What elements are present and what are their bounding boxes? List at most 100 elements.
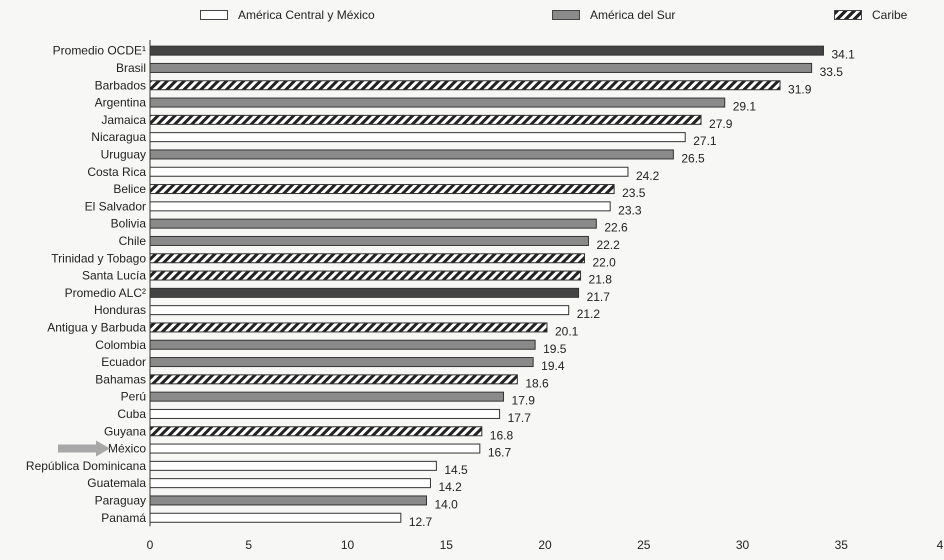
bar-caribe: [149, 374, 518, 385]
bar-sur: [149, 339, 536, 350]
category-label: México: [108, 442, 146, 456]
value-label: 21.8: [589, 273, 613, 287]
x-tick-label: 4: [937, 538, 944, 552]
x-tick-label: 15: [440, 538, 454, 552]
bar-sur: [149, 391, 505, 402]
category-label: Nicaragua: [91, 130, 146, 144]
value-label: 21.7: [587, 290, 611, 304]
value-label: 27.9: [709, 117, 733, 131]
legend-swatch-central: [200, 10, 228, 20]
bars: Promedio OCDE¹ 34.1 Brasil 33.5 Barbados 31.9…: [26, 44, 855, 529]
value-label: 17.9: [512, 394, 536, 408]
category-label: Promedio ALC²: [65, 286, 146, 300]
category-label: Cuba: [117, 407, 146, 421]
category-label: Guyana: [104, 424, 146, 438]
bar-sur: [149, 235, 589, 246]
value-label: 23.5: [622, 186, 646, 200]
bar-caribe: [149, 253, 585, 264]
bar-central: [149, 443, 481, 454]
category-label: Paraguay: [95, 493, 146, 507]
bar-central: [149, 460, 437, 471]
value-label: 21.2: [577, 307, 601, 321]
category-label: Argentina: [95, 96, 147, 110]
category-label: Barbados: [95, 78, 146, 92]
bar-caribe: [149, 322, 548, 333]
category-label: Bolivia: [111, 217, 147, 231]
category-label: República Dominicana: [26, 459, 146, 473]
bar-sur: [149, 495, 427, 506]
bar-caribe: [149, 270, 582, 281]
category-label: Ecuador: [101, 355, 146, 369]
bar-caribe: [149, 426, 483, 437]
category-label: Jamaica: [101, 113, 146, 127]
highlight-arrow-icon: [58, 440, 110, 457]
bar-central: [149, 512, 402, 523]
category-label: Antigua y Barbuda: [47, 320, 146, 334]
value-label: 16.7: [488, 446, 512, 460]
legend-label-central: América Central y México: [238, 8, 375, 22]
value-label: 24.2: [636, 169, 660, 183]
bar-promedio: [149, 45, 824, 56]
bar-caribe: [149, 114, 702, 125]
bar-central: [149, 201, 611, 212]
bar-central: [149, 132, 686, 143]
value-label: 18.6: [525, 376, 549, 390]
value-label: 22.0: [593, 255, 617, 269]
bar-caribe: [149, 80, 781, 91]
category-label: Costa Rica: [87, 165, 146, 179]
category-label: Bahamas: [95, 372, 146, 386]
x-tick-label: 0: [147, 538, 154, 552]
bar-central: [149, 408, 501, 419]
category-label: Santa Lucía: [82, 269, 146, 283]
x-tick-label: 35: [835, 538, 849, 552]
category-label: Chile: [119, 234, 147, 248]
category-label: Guatemala: [87, 476, 146, 490]
x-tick-label: 30: [736, 538, 750, 552]
value-label: 17.7: [508, 411, 532, 425]
legend-item-caribe: Caribe: [834, 8, 907, 22]
bar-sur: [149, 357, 534, 368]
category-label: Brasil: [116, 61, 146, 75]
legend-swatch-caribe: [834, 10, 862, 20]
legend-label-caribe: Caribe: [872, 8, 908, 22]
category-label: Panamá: [101, 511, 146, 525]
category-label: Trinidad y Tobago: [51, 251, 146, 265]
value-label: 33.5: [820, 65, 844, 79]
x-tick-label: 10: [341, 538, 355, 552]
value-label: 16.8: [490, 428, 514, 442]
category-label: Uruguay: [101, 147, 146, 161]
value-label: 19.4: [541, 359, 565, 373]
category-label: Belice: [113, 182, 146, 196]
category-label: El Salvador: [85, 199, 146, 213]
category-label: Promedio OCDE¹: [53, 44, 146, 58]
legend-item-sur: América del Sur: [552, 8, 675, 22]
bar-sur: [149, 218, 597, 229]
value-label: 27.1: [693, 134, 717, 148]
value-label: 19.5: [543, 342, 567, 356]
value-label: 22.2: [596, 238, 620, 252]
value-label: 31.9: [788, 82, 812, 96]
bar-sur: [149, 62, 813, 73]
bar-sur: [149, 149, 674, 160]
value-label: 22.6: [604, 221, 628, 235]
legend-swatch-sur: [552, 10, 580, 20]
legend-item-central: América Central y México: [200, 8, 375, 22]
x-tick-label: 20: [538, 538, 552, 552]
value-label: 26.5: [681, 151, 705, 165]
category-label: Colombia: [95, 338, 146, 352]
bar-promedio: [149, 287, 580, 298]
value-label: 14.0: [435, 497, 459, 511]
value-label: 29.1: [733, 100, 757, 114]
value-label: 14.2: [438, 480, 462, 494]
value-label: 12.7: [409, 515, 433, 529]
x-tick-label: 25: [637, 538, 651, 552]
value-label: 20.1: [555, 324, 579, 338]
legend-label-sur: América del Sur: [590, 8, 676, 22]
bar-central: [149, 478, 431, 489]
x-tick-label: 5: [245, 538, 252, 552]
bar-sur: [149, 97, 726, 108]
bar-caribe: [149, 184, 615, 195]
bar-central: [149, 166, 629, 177]
value-label: 14.5: [444, 463, 468, 477]
